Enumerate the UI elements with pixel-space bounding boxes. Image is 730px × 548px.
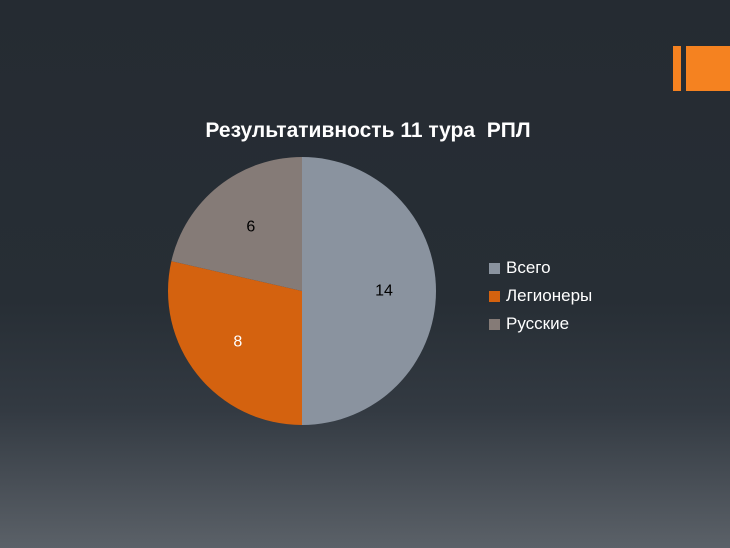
accent-bar-wide bbox=[686, 46, 730, 91]
legend-swatch-0 bbox=[489, 262, 500, 274]
pie-slice-2 bbox=[171, 157, 302, 291]
pie-slice-1 bbox=[167, 261, 302, 425]
data-label-0: 14 bbox=[375, 283, 393, 300]
legend-label-2: Русские bbox=[506, 314, 570, 333]
accent-bar-thin bbox=[673, 46, 681, 91]
legend-label-0: Всего bbox=[506, 258, 551, 277]
data-label-1: 8 bbox=[233, 334, 242, 351]
chart-title: Результативность 11 тура РПЛ bbox=[205, 119, 531, 142]
legend-item-0: Всего bbox=[489, 254, 592, 282]
legend-swatch-2 bbox=[489, 318, 500, 330]
data-label-2: 6 bbox=[246, 218, 255, 235]
legend-swatch-1 bbox=[489, 290, 500, 302]
legend-label-1: Легионеры bbox=[506, 286, 593, 305]
legend-item-1: Легионеры bbox=[489, 282, 592, 310]
legend-item-2: Русские bbox=[489, 310, 592, 338]
chart-legend: Всего Легионеры Русские bbox=[489, 254, 592, 338]
pie-slice-0 bbox=[302, 157, 436, 425]
chart-title-container: Результативность 11 тура РПЛ bbox=[188, 119, 548, 143]
